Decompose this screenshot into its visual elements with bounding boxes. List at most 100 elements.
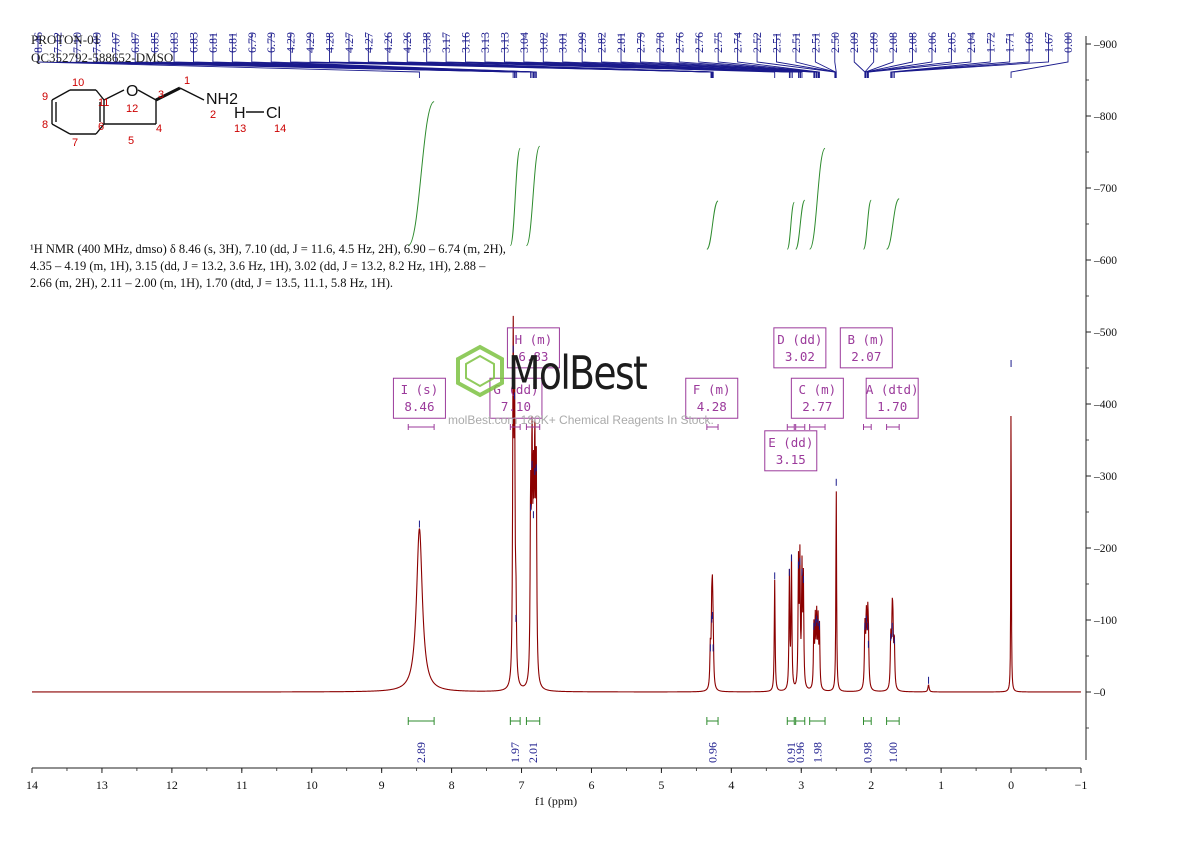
bond bbox=[95, 89, 105, 101]
wedge-bond bbox=[155, 86, 181, 102]
peak-leader-line bbox=[581, 34, 803, 78]
integral-value: 0.91 bbox=[784, 742, 798, 763]
atom-number: 2 bbox=[210, 109, 216, 121]
atom-number: 9 bbox=[42, 91, 48, 103]
atom-number: 7 bbox=[72, 137, 78, 149]
multiplet-box bbox=[790, 377, 844, 419]
peak-leader-line bbox=[890, 34, 991, 78]
peak-leader-line bbox=[640, 34, 817, 78]
multiplet-label: I (s) bbox=[401, 382, 439, 397]
sample-label: QC352792-588652-DMSO bbox=[31, 50, 174, 65]
multiplet-shift: 6.83 bbox=[518, 349, 548, 364]
integral-curve bbox=[863, 199, 872, 250]
x-tick-label: 13 bbox=[96, 778, 108, 792]
atom-number: 6 bbox=[98, 121, 104, 133]
integral-value: 0.96 bbox=[705, 742, 719, 763]
x-tick-label: 3 bbox=[798, 778, 804, 792]
atom-number: 10 bbox=[72, 77, 84, 89]
experiment-label: PROTON-01 bbox=[31, 32, 101, 47]
multiplet-shift: 1.70 bbox=[877, 399, 907, 414]
bond bbox=[95, 123, 105, 135]
x-tick-label: 10 bbox=[306, 778, 318, 792]
multiplet-label: E (dd) bbox=[768, 435, 813, 450]
integral-value: 0.96 bbox=[793, 742, 807, 763]
integral-curve bbox=[706, 200, 719, 250]
atom-h: H bbox=[234, 105, 246, 122]
multiplet-label: B (m) bbox=[847, 332, 885, 347]
multiplet-box bbox=[489, 377, 543, 419]
nmr-summary-text: ¹H NMR (400 MHz, dmso) δ 8.46 (s, 3H), 7… bbox=[30, 241, 600, 292]
y-tick-label: –600 bbox=[1093, 255, 1117, 267]
x-tick-label: 8 bbox=[449, 778, 455, 792]
multiplet-shift: 4.28 bbox=[697, 399, 727, 414]
integral-value: 2.01 bbox=[526, 742, 540, 763]
integral-value: 1.97 bbox=[508, 742, 522, 763]
x-tick-label: 6 bbox=[588, 778, 594, 792]
integral-curve bbox=[525, 145, 541, 247]
atom-number: 14 bbox=[274, 123, 286, 135]
multiplet-shift: 7.10 bbox=[501, 399, 531, 414]
integral-value: 0.98 bbox=[860, 742, 874, 763]
atom-number: 13 bbox=[234, 123, 246, 135]
peak-leader-line bbox=[864, 34, 875, 78]
multiplet-shift: 3.15 bbox=[776, 452, 806, 467]
atom-number: 1 bbox=[184, 75, 190, 87]
peak-leader-line bbox=[891, 34, 1011, 78]
multiplet-label: G (dd) bbox=[493, 382, 538, 397]
peak-leader-line bbox=[37, 34, 420, 78]
x-axis-label: f1 (ppm) bbox=[535, 794, 577, 808]
integral-value: 1.98 bbox=[810, 742, 824, 763]
y-tick-label: –200 bbox=[1093, 543, 1117, 555]
atom-nh2: NH2 bbox=[206, 91, 238, 108]
y-tick-label: –0 bbox=[1093, 687, 1106, 699]
peak-leader-line bbox=[814, 34, 836, 78]
y-tick-label: –300 bbox=[1093, 471, 1117, 483]
peak-leader-line bbox=[756, 34, 836, 78]
peak-leader-line bbox=[270, 34, 537, 78]
bond bbox=[103, 89, 125, 101]
multiplet-shift: 3.02 bbox=[785, 349, 815, 364]
atom-number: 3 bbox=[158, 89, 164, 101]
y-tick-label: –700 bbox=[1093, 183, 1117, 195]
y-tick-label: –100 bbox=[1093, 615, 1117, 627]
atom-cl: Cl bbox=[266, 105, 281, 122]
atom-number: 5 bbox=[128, 135, 134, 147]
integral-curve bbox=[886, 198, 900, 250]
y-tick-label: –800 bbox=[1093, 111, 1117, 123]
multiplet-box bbox=[506, 327, 560, 369]
integral-value: 2.89 bbox=[414, 742, 428, 763]
peak-leader-line bbox=[737, 34, 820, 78]
y-tick-label: –900 bbox=[1093, 39, 1117, 51]
peak-leader-line bbox=[865, 34, 913, 78]
atom-number: 4 bbox=[156, 123, 162, 135]
summary-line: ¹H NMR (400 MHz, dmso) δ 8.46 (s, 3H), 7… bbox=[30, 242, 506, 256]
peak-leader-line bbox=[406, 34, 714, 78]
atom-number: 12 bbox=[126, 103, 138, 115]
multiplet-shift: 8.46 bbox=[404, 399, 434, 414]
peak-leader-line bbox=[698, 34, 819, 78]
multiplet-label: D (dd) bbox=[777, 332, 822, 347]
peak-leader-line bbox=[892, 34, 1030, 78]
bond bbox=[137, 89, 157, 101]
multiplet-box bbox=[865, 377, 919, 419]
integral-curve bbox=[809, 147, 826, 250]
x-tick-label: 11 bbox=[236, 778, 248, 792]
multiplet-label: F (m) bbox=[693, 382, 731, 397]
atom-number: 8 bbox=[42, 119, 48, 131]
peak-leader-line bbox=[426, 34, 776, 78]
multiplet-box bbox=[773, 327, 827, 369]
x-tick-label: 14 bbox=[26, 778, 38, 792]
multiplet-label: H (m) bbox=[515, 332, 553, 347]
x-tick-label: 2 bbox=[868, 778, 874, 792]
peak-leader-line bbox=[601, 34, 815, 78]
x-tick-label: 9 bbox=[379, 778, 385, 792]
peak-leader-line bbox=[562, 34, 802, 78]
multiplet-shift: 2.07 bbox=[851, 349, 881, 364]
x-tick-label: 1 bbox=[938, 778, 944, 792]
bond bbox=[51, 89, 71, 101]
bond bbox=[179, 87, 205, 101]
multiplet-box bbox=[685, 377, 739, 419]
peak-leader-line bbox=[717, 34, 820, 78]
spectrum-line bbox=[32, 315, 1081, 693]
integral-curve bbox=[786, 201, 795, 250]
